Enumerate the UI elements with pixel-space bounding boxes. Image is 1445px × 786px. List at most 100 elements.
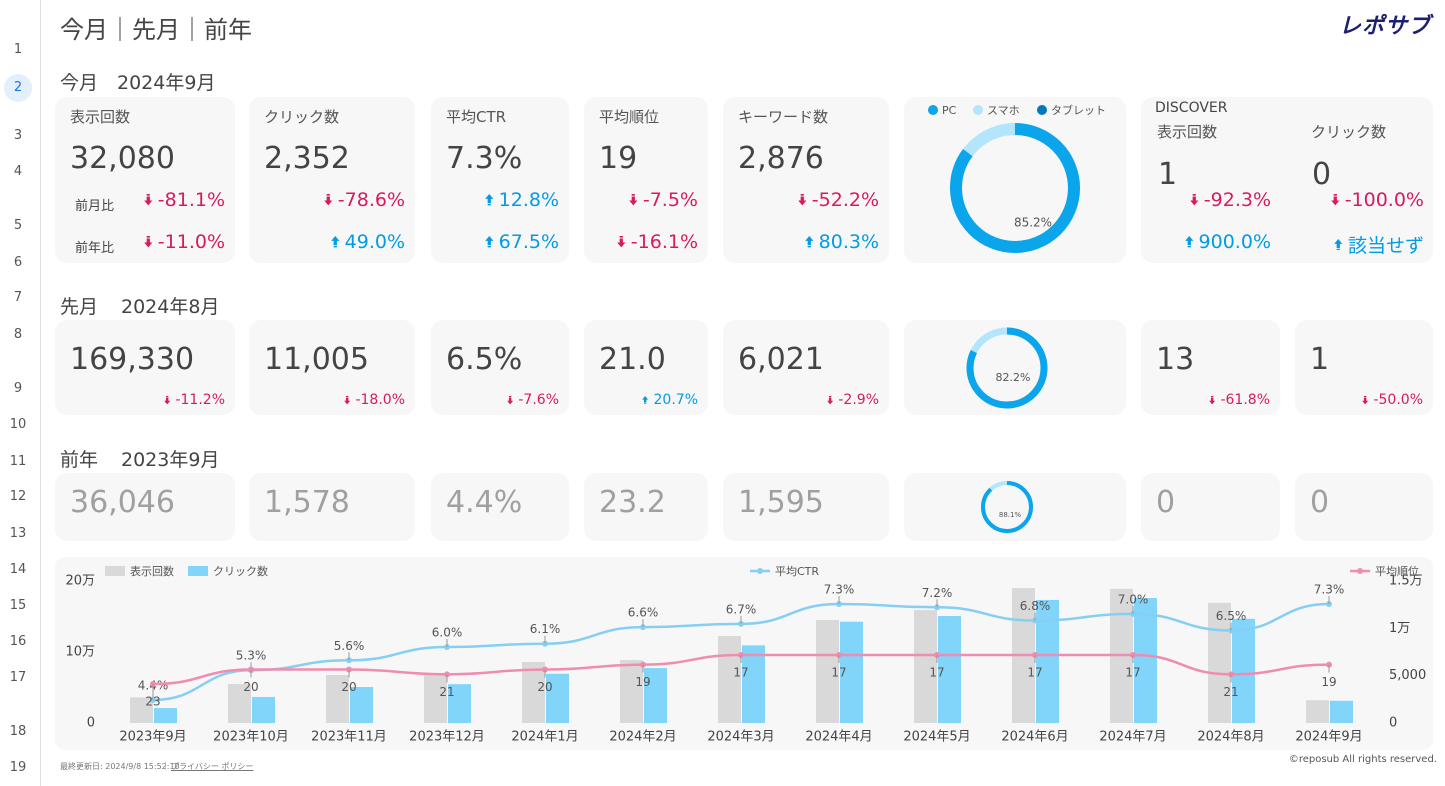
- bar: [130, 697, 153, 723]
- change: -7.6%: [507, 392, 559, 408]
- discover-card: 13 -61.8%: [1141, 320, 1280, 415]
- y2-tick-label: 5,000: [1389, 668, 1426, 683]
- privacy-link[interactable]: プライバシー ポリシー: [171, 762, 254, 771]
- section-label: 今月: [60, 72, 99, 94]
- data-label: 21: [1223, 685, 1238, 699]
- bar: [350, 687, 373, 723]
- line-point: [542, 666, 548, 673]
- kpi-value: 21.0: [599, 342, 666, 377]
- device-card: 88.1%: [904, 473, 1126, 541]
- donut-label: 82.2%: [996, 371, 1031, 384]
- trend-arrow: [617, 236, 626, 248]
- change: 67.5%: [485, 231, 559, 253]
- discover-card: 0: [1141, 473, 1280, 541]
- arrow-shape: [344, 395, 351, 405]
- kpi-value: 0: [1312, 157, 1332, 192]
- bar: [718, 636, 741, 723]
- bar: [1232, 618, 1255, 723]
- x-tick-label: 2024年2月: [609, 730, 676, 745]
- change-value: -100.0%: [1344, 189, 1424, 211]
- bar: [546, 673, 569, 723]
- arrow-shape: [331, 236, 340, 248]
- kpi-label: クリック数: [1311, 123, 1387, 141]
- page-title: 今月｜先月｜前年: [60, 16, 252, 44]
- change: -52.2%: [798, 189, 879, 211]
- data-label: 7.0%: [1118, 592, 1149, 606]
- line-point: [1130, 652, 1136, 658]
- y-tick-label: 0: [87, 716, 95, 731]
- data-label: 7.3%: [824, 583, 855, 597]
- bar: [154, 708, 177, 723]
- data-label: 4.4%: [138, 679, 169, 693]
- section-period: 2024年9月: [117, 72, 216, 94]
- gutter: [0, 0, 41, 786]
- arrow-shape: [1185, 236, 1194, 248]
- y2-tick-label: 0: [1389, 716, 1397, 731]
- line-point: [738, 652, 744, 658]
- arrow-shape: [617, 236, 626, 248]
- trend-arrow: [642, 395, 649, 405]
- data-label: 20: [243, 680, 258, 694]
- trend-arrow: [798, 194, 807, 206]
- trend-arrow: [805, 236, 814, 248]
- arrow-shape: [485, 194, 494, 206]
- line: [152, 653, 1330, 686]
- section-label: 前年: [60, 449, 99, 471]
- bar: [1036, 599, 1059, 723]
- row-number: 5: [13, 218, 23, 233]
- arrow-shape: [1334, 238, 1343, 251]
- data-label: 7.2%: [922, 586, 953, 600]
- section-period: 2024年8月: [121, 296, 220, 318]
- change-value: -18.0%: [355, 392, 405, 408]
- change-label: 前月比: [75, 199, 115, 214]
- kpi-value: 2,876: [738, 141, 824, 176]
- change-value: -11.0%: [157, 231, 225, 253]
- legend-text: スマホ: [987, 104, 1020, 117]
- line-point: [1228, 671, 1234, 678]
- x-tick-label: 2024年5月: [903, 730, 970, 745]
- data-label: 6.1%: [530, 622, 561, 636]
- row-number: 15: [9, 598, 27, 613]
- line-point: [1326, 661, 1332, 668]
- data-label: 5.3%: [236, 649, 267, 663]
- change: -78.6%: [324, 189, 405, 211]
- data-label: 20: [537, 680, 552, 694]
- change-value: 80.3%: [818, 231, 879, 253]
- data-label: 23: [145, 695, 160, 709]
- line: [152, 602, 1330, 702]
- trend-arrow: [1209, 395, 1216, 405]
- y2-tick-label: 1万: [1389, 621, 1410, 636]
- discover-card: 0: [1295, 473, 1433, 541]
- trend-arrow: [1334, 238, 1343, 251]
- row-number: 2: [13, 80, 23, 95]
- trend-arrow: [827, 395, 834, 405]
- logo: レポサブ: [1338, 14, 1431, 39]
- change: 20.7%: [642, 392, 698, 408]
- kpi-value: 23.2: [599, 485, 666, 520]
- y-tick-label: 10万: [65, 645, 95, 660]
- trend-arrow: [485, 194, 494, 206]
- trend-arrow: [1185, 236, 1194, 248]
- change: -81.1%: [144, 189, 225, 211]
- row-number: 14: [9, 562, 27, 577]
- bar: [424, 673, 447, 723]
- change-value: -78.6%: [337, 189, 405, 211]
- change: 80.3%: [805, 231, 879, 253]
- row-number: 10: [9, 417, 27, 432]
- legend-text: クリック数: [213, 565, 268, 578]
- bar: [448, 684, 471, 723]
- device-card: 85.2% PC スマホ タブレット: [904, 97, 1126, 263]
- bar: [1306, 700, 1329, 723]
- arrow-shape: [164, 395, 171, 405]
- donut-pc: [966, 327, 1048, 409]
- line-point: [346, 657, 352, 664]
- change: -50.0%: [1362, 392, 1423, 408]
- trend-arrow: [629, 194, 638, 206]
- kpi-card: 1,578: [249, 473, 415, 541]
- change: -100.0%: [1331, 189, 1424, 211]
- x-tick-label: 2024年6月: [1001, 730, 1068, 745]
- chart-panel: [55, 557, 1433, 750]
- trend-arrow: [144, 236, 153, 248]
- kpi-value: 0: [1310, 485, 1330, 520]
